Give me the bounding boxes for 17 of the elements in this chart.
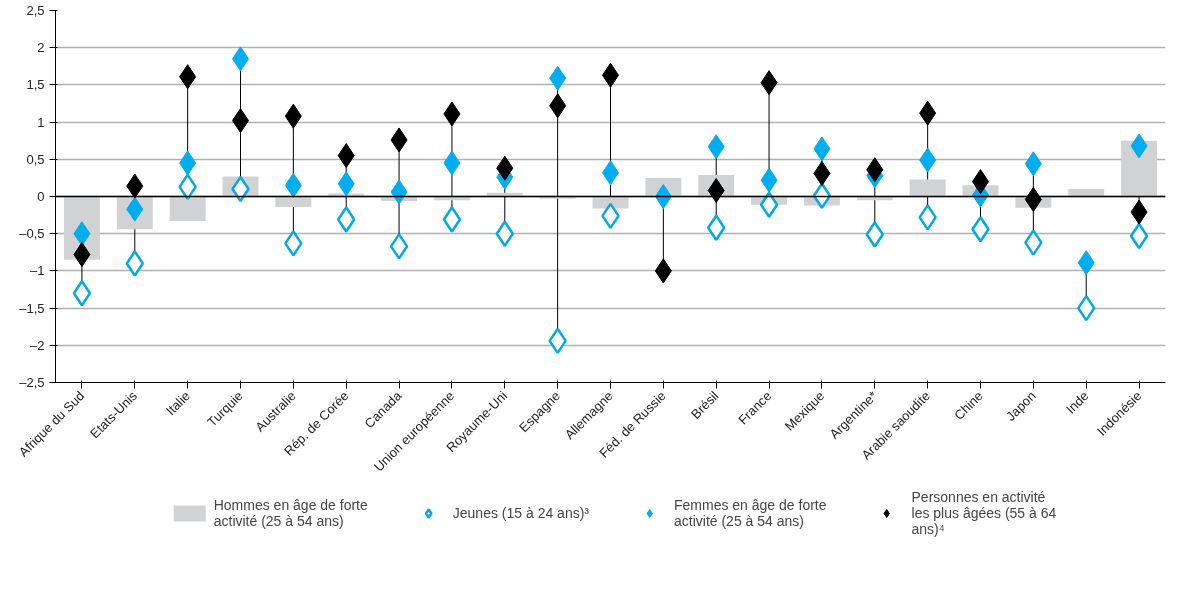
y-tick-label: 0 [37,189,45,204]
y-tick-label: 1 [37,114,45,130]
y-tick-label: 2,5 [26,3,45,18]
y-tick-label: –1,5 [19,300,45,316]
y-tick-label: –1 [30,263,45,279]
y-tick-label: 0,5 [26,151,45,167]
y-tick-label: 2 [37,40,45,56]
legend-label: Femmes en âge de forte activité (25 à 54 ans) [674,497,827,529]
x-tick-label: Italie [162,388,193,419]
y-tick-label: 1,5 [26,77,45,93]
legend-label: Hommes en âge de forte activité (25 à 54 ans) [213,497,368,529]
legend-label: Jeunes (15 à 24 ans)³ [452,505,589,521]
legend-label: Personnes en activité les plus âgées (55 à 64 ans)⁴ [911,489,1057,537]
y-tick-label: –2 [30,337,45,353]
y-tick-label: –2,5 [19,375,45,390]
x-tick-label: Inde [1063,388,1092,417]
y-tick-label: –0,5 [19,226,45,242]
